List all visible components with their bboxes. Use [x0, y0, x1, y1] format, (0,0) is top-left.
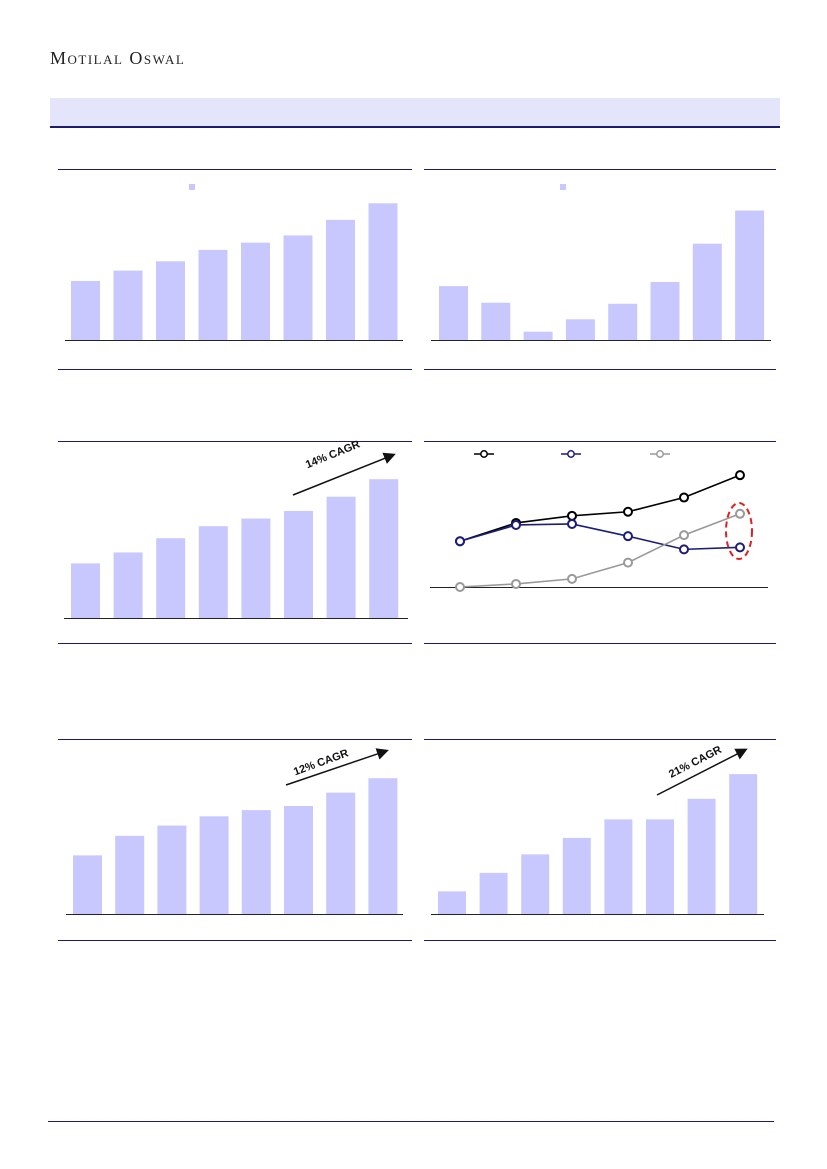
bar	[113, 270, 143, 340]
data-point	[623, 557, 633, 568]
bar	[241, 518, 271, 618]
panel-top-rule-top-left	[58, 169, 412, 170]
panel-bottom-rule-bottom-right	[424, 940, 776, 941]
bar	[604, 819, 633, 914]
bar	[368, 203, 398, 340]
series-line	[459, 523, 741, 551]
brand-logo: Motilal Oswal	[50, 48, 186, 68]
chart-top-left	[65, 203, 403, 341]
bar	[369, 479, 399, 618]
legend-marker	[567, 450, 575, 458]
data-point	[511, 578, 521, 589]
bar	[241, 242, 270, 340]
panel-bottom-rule-top-left	[58, 369, 412, 370]
data-point	[567, 510, 577, 521]
series-line	[459, 474, 741, 543]
bar	[368, 778, 398, 914]
bar	[521, 854, 550, 914]
chart-mid-left	[64, 479, 408, 619]
bar	[198, 249, 228, 340]
bar	[326, 496, 356, 618]
cagr-arrow-mid-left	[292, 452, 396, 496]
footer-rule	[48, 1121, 774, 1122]
panel-top-rule-bottom-left	[58, 739, 412, 740]
panel-bottom-rule-mid-right	[424, 643, 776, 644]
legend-marker	[480, 450, 488, 458]
data-point	[511, 519, 521, 530]
bar	[479, 872, 508, 914]
section-title-band	[50, 98, 780, 128]
bar	[73, 855, 102, 914]
bar	[608, 303, 638, 340]
data-point	[735, 470, 745, 481]
panel-top-rule-mid-left	[58, 441, 412, 442]
bar	[283, 235, 313, 340]
bar	[438, 891, 466, 914]
panel-top-rule-mid-right	[424, 441, 776, 442]
legend-marker	[656, 450, 664, 458]
data-point	[623, 531, 633, 542]
panel-bottom-rule-mid-left	[58, 643, 412, 644]
bar	[241, 810, 271, 914]
highlight-ellipse	[725, 502, 753, 560]
cagr-arrow-bottom-right	[656, 748, 748, 796]
data-point	[735, 508, 745, 519]
data-point	[567, 518, 577, 529]
bar	[562, 837, 591, 914]
legend-swatch-top-left	[189, 184, 195, 190]
panel-top-rule-top-right	[424, 169, 776, 170]
bar	[326, 219, 355, 340]
data-point	[735, 542, 745, 553]
cagr-arrow-bottom-left	[285, 748, 389, 786]
bar	[650, 282, 680, 340]
bar	[735, 210, 765, 340]
bar	[156, 538, 186, 618]
data-point	[567, 573, 577, 584]
data-point	[455, 582, 465, 592]
chart-bottom-left	[66, 778, 403, 915]
bar	[71, 280, 100, 340]
bar	[113, 552, 143, 618]
data-point	[679, 530, 689, 541]
bar	[439, 286, 468, 340]
chart-bottom-right	[431, 774, 764, 915]
bar	[157, 825, 187, 914]
bar	[284, 510, 313, 618]
bar	[687, 798, 716, 914]
bar	[71, 563, 100, 618]
bar	[284, 806, 313, 914]
chart-mid-right	[430, 450, 768, 592]
bar	[481, 302, 511, 340]
bar	[198, 526, 228, 618]
bar	[646, 819, 674, 914]
panel-top-rule-bottom-right	[424, 739, 776, 740]
panel-bottom-rule-top-right	[424, 369, 776, 370]
data-point	[679, 492, 689, 503]
panel-bottom-rule-bottom-left	[58, 940, 412, 941]
bar	[156, 261, 185, 340]
data-point	[455, 536, 465, 547]
bar	[692, 243, 722, 340]
data-point	[623, 506, 633, 517]
series-line	[459, 513, 741, 588]
bar	[199, 816, 229, 914]
bar	[729, 774, 758, 914]
chart-top-right	[431, 210, 771, 341]
bar	[326, 792, 356, 914]
bar	[565, 319, 595, 340]
bar	[523, 331, 553, 340]
legend-swatch-top-right	[560, 184, 566, 190]
bar	[115, 835, 145, 914]
data-point	[679, 544, 689, 555]
